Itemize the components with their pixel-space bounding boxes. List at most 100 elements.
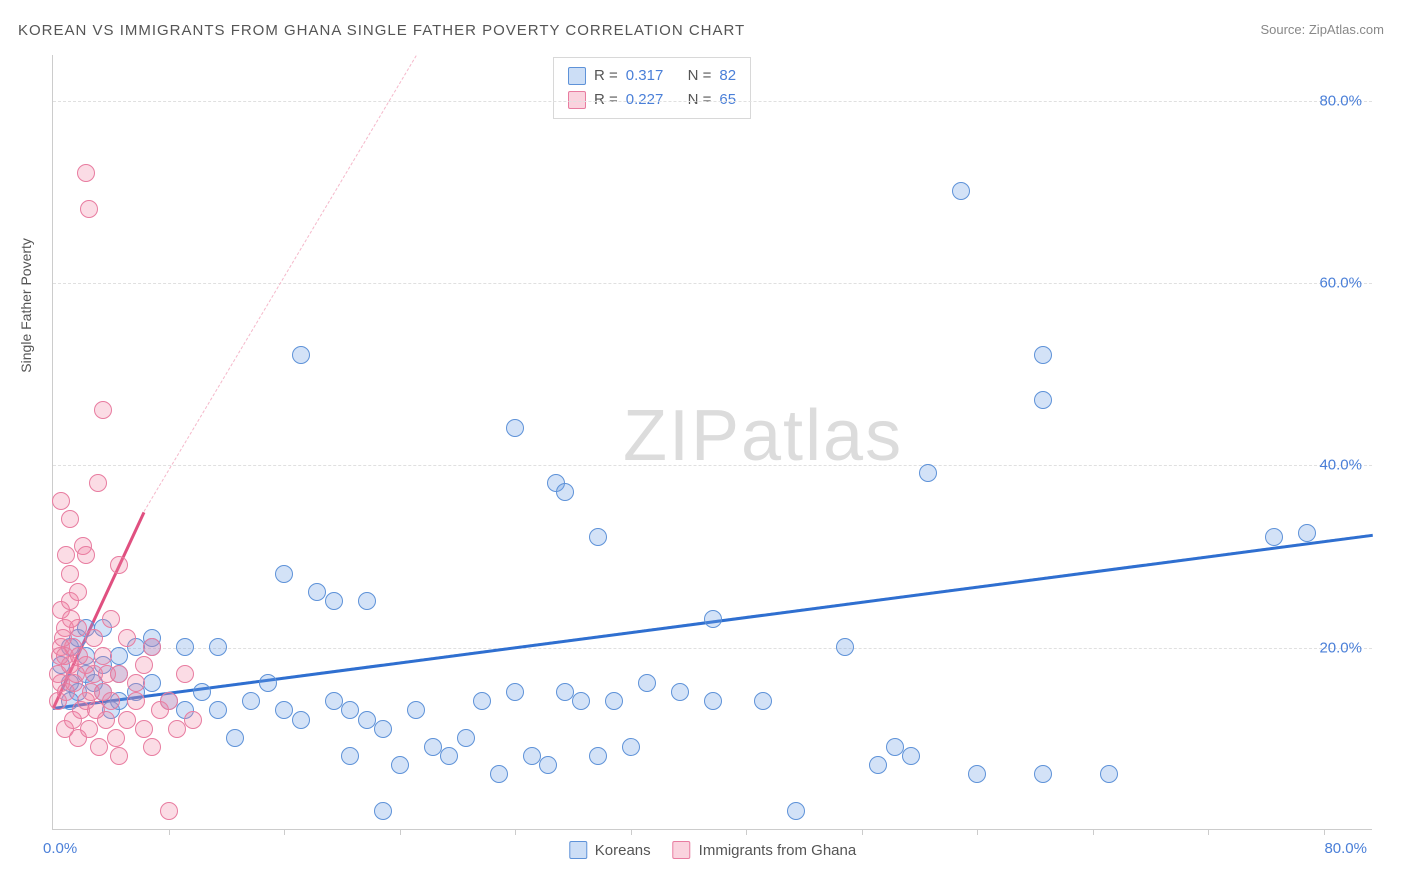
data-point [506, 419, 524, 437]
data-point [407, 701, 425, 719]
data-point [90, 738, 108, 756]
data-point [98, 665, 116, 683]
data-point [622, 738, 640, 756]
legend-label: Koreans [595, 842, 651, 859]
data-point [209, 638, 227, 656]
data-point [67, 665, 85, 683]
data-point [160, 692, 178, 710]
x-tick-mark [1324, 829, 1325, 835]
data-point [69, 583, 87, 601]
data-point [589, 747, 607, 765]
data-point [292, 346, 310, 364]
data-point [358, 711, 376, 729]
data-point [754, 692, 772, 710]
data-point [77, 546, 95, 564]
data-point [107, 729, 125, 747]
data-point [886, 738, 904, 756]
data-point [704, 692, 722, 710]
data-point [589, 528, 607, 546]
source-name: ZipAtlas.com [1309, 22, 1384, 37]
source-attribution: Source: ZipAtlas.com [1260, 22, 1384, 37]
data-point [374, 720, 392, 738]
data-point [143, 638, 161, 656]
data-point [902, 747, 920, 765]
data-point [193, 683, 211, 701]
chart-title: KOREAN VS IMMIGRANTS FROM GHANA SINGLE F… [18, 22, 745, 39]
y-tick-label: 60.0% [1319, 274, 1362, 291]
legend-item: Immigrants from Ghana [673, 841, 857, 859]
r-value: 0.317 [626, 64, 664, 88]
data-point [556, 683, 574, 701]
data-point [168, 720, 186, 738]
data-point [358, 592, 376, 610]
data-point [57, 546, 75, 564]
data-point [127, 674, 145, 692]
data-point [135, 656, 153, 674]
data-point [869, 756, 887, 774]
y-tick-label: 80.0% [1319, 92, 1362, 109]
data-point [1298, 524, 1316, 542]
data-point [1265, 528, 1283, 546]
data-point [506, 683, 524, 701]
data-point [82, 683, 100, 701]
data-point [275, 701, 293, 719]
correlation-legend: R = 0.317 N = 82 R = 0.227 N = 65 [553, 57, 751, 119]
data-point [94, 647, 112, 665]
x-tick-origin: 0.0% [43, 840, 77, 857]
data-point [968, 765, 986, 783]
data-point [391, 756, 409, 774]
x-tick-mark [631, 829, 632, 835]
data-point [638, 674, 656, 692]
series-legend: Koreans Immigrants from Ghana [569, 841, 856, 859]
data-point [89, 474, 107, 492]
swatch-blue [568, 67, 586, 85]
data-point [54, 629, 72, 647]
data-point [143, 674, 161, 692]
data-point [87, 701, 105, 719]
data-point [52, 492, 70, 510]
data-point [919, 464, 937, 482]
data-point [118, 629, 136, 647]
data-point [1034, 391, 1052, 409]
data-point [209, 701, 227, 719]
data-point [836, 638, 854, 656]
data-point [80, 720, 98, 738]
data-point [110, 747, 128, 765]
n-label: N = [688, 64, 712, 88]
legend-item: Koreans [569, 841, 651, 859]
data-point [341, 701, 359, 719]
data-point [226, 729, 244, 747]
data-point [135, 720, 153, 738]
data-point [184, 711, 202, 729]
data-point [160, 802, 178, 820]
data-point [176, 665, 194, 683]
data-point [490, 765, 508, 783]
y-axis-label: Single Father Poverty [18, 238, 34, 373]
data-point [80, 200, 98, 218]
data-point [77, 164, 95, 182]
swatch-pink [673, 841, 691, 859]
data-point [70, 647, 88, 665]
data-point [341, 747, 359, 765]
data-point [1034, 346, 1052, 364]
data-point [440, 747, 458, 765]
x-tick-mark [1093, 829, 1094, 835]
x-tick-mark [977, 829, 978, 835]
gridline [53, 465, 1372, 466]
data-point [671, 683, 689, 701]
source-prefix: Source: [1260, 22, 1308, 37]
gridline [53, 101, 1372, 102]
data-point [102, 610, 120, 628]
data-point [457, 729, 475, 747]
x-tick-mark [169, 829, 170, 835]
gridline [53, 283, 1372, 284]
data-point [424, 738, 442, 756]
data-point [523, 747, 541, 765]
n-value: 82 [719, 64, 736, 88]
x-tick-mark [284, 829, 285, 835]
r-label: R = [594, 64, 618, 88]
data-point [118, 711, 136, 729]
data-point [539, 756, 557, 774]
data-point [1100, 765, 1118, 783]
data-point [259, 674, 277, 692]
